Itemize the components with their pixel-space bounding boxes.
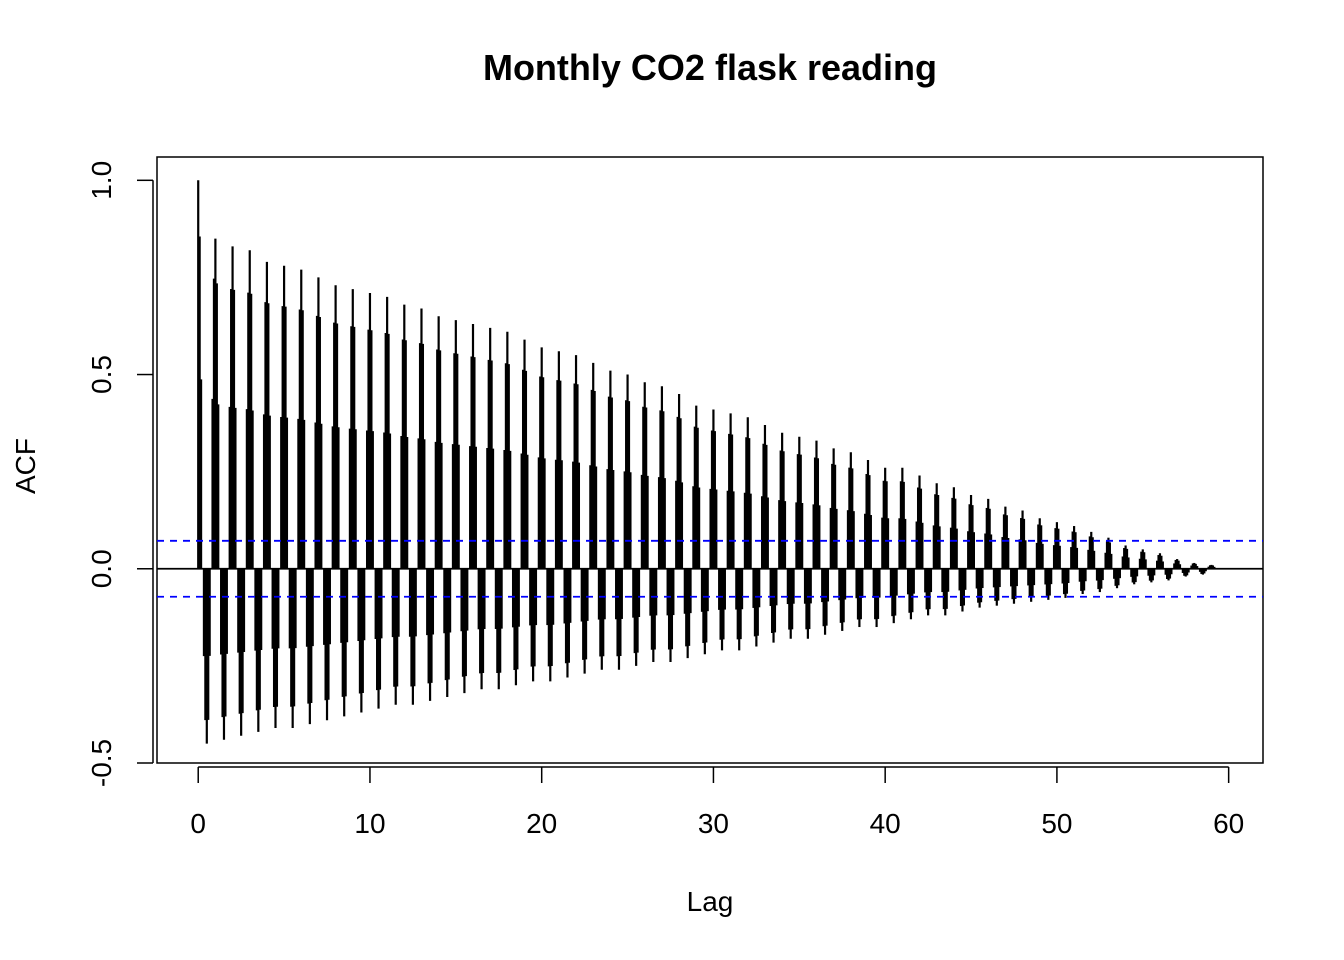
chart-title: Monthly CO2 flask reading xyxy=(483,47,937,88)
plot-frame xyxy=(156,156,1264,764)
x-axis: 0 10 20 30 40 50 60 xyxy=(190,766,1244,839)
y-tick-label: 0.0 xyxy=(86,549,117,588)
y-axis: -0.5 0.0 0.5 1.0 xyxy=(86,161,154,787)
y-tick-label: 1.0 xyxy=(86,161,117,200)
y-tick-label: 0.5 xyxy=(86,355,117,394)
x-tick-label: 50 xyxy=(1041,808,1072,839)
x-tick-label: 0 xyxy=(190,808,206,839)
x-tick-label: 40 xyxy=(870,808,901,839)
acf-bars xyxy=(197,180,1216,744)
y-tick-label: -0.5 xyxy=(86,739,117,787)
y-axis-label: ACF xyxy=(10,438,41,494)
x-tick-label: 30 xyxy=(698,808,729,839)
x-axis-label: Lag xyxy=(687,886,734,917)
x-tick-label: 10 xyxy=(354,808,385,839)
x-tick-label: 60 xyxy=(1213,808,1244,839)
x-tick-label: 20 xyxy=(526,808,557,839)
reference-lines xyxy=(157,539,1263,598)
